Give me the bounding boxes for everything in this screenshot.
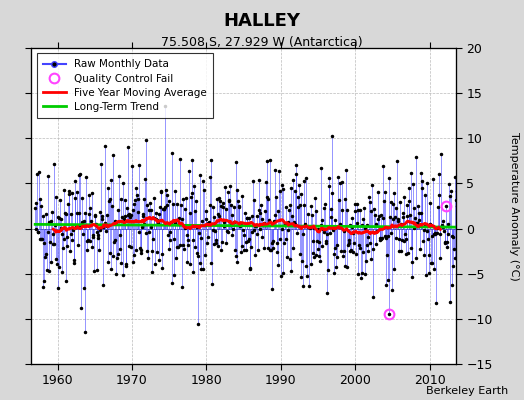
Y-axis label: Temperature Anomaly (°C): Temperature Anomaly (°C) — [509, 132, 519, 280]
Text: Berkeley Earth: Berkeley Earth — [426, 386, 508, 396]
Legend: Raw Monthly Data, Quality Control Fail, Five Year Moving Average, Long-Term Tren: Raw Monthly Data, Quality Control Fail, … — [37, 53, 213, 118]
Text: 75.508 S, 27.929 W (Antarctica): 75.508 S, 27.929 W (Antarctica) — [161, 36, 363, 49]
Text: HALLEY: HALLEY — [224, 12, 300, 30]
